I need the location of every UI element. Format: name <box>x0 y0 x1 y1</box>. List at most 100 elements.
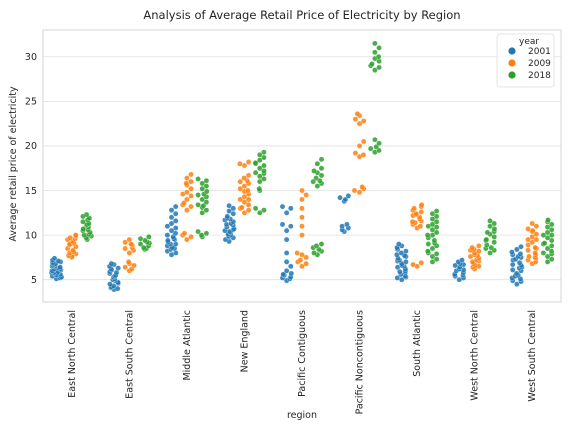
legend-marker-2018 <box>508 71 515 78</box>
data-point-2001 <box>165 238 170 243</box>
y-axis-label: Average retail price of electricity <box>8 86 19 242</box>
chart-title: Analysis of Average Retail Price of Elec… <box>143 8 460 22</box>
data-point-2001 <box>403 249 408 254</box>
data-point-2018 <box>432 238 437 243</box>
data-point-2018 <box>545 217 550 222</box>
data-point-2018 <box>319 166 324 171</box>
data-point-2018 <box>425 233 430 238</box>
y-tick-label: 5 <box>31 275 37 286</box>
x-tick-label: East South Central <box>124 310 135 399</box>
data-point-2018 <box>485 230 490 235</box>
data-point-2018 <box>138 241 143 246</box>
data-point-2001 <box>225 214 230 219</box>
data-point-2009 <box>526 254 531 259</box>
data-point-2001 <box>396 241 401 246</box>
data-point-2009 <box>360 184 365 189</box>
data-point-2009 <box>68 235 73 240</box>
data-point-2018 <box>372 50 377 55</box>
data-point-2018 <box>146 234 151 239</box>
data-point-2018 <box>368 146 373 151</box>
data-point-2018 <box>372 137 377 142</box>
data-point-2018 <box>484 242 489 247</box>
data-point-2018 <box>84 212 89 217</box>
data-point-2018 <box>204 178 209 183</box>
data-point-2018 <box>195 229 200 234</box>
data-point-2009 <box>123 265 128 270</box>
data-point-2018 <box>425 249 430 254</box>
data-point-2018 <box>80 219 85 224</box>
x-axis-label: region <box>287 410 317 421</box>
data-point-2009 <box>419 260 424 265</box>
data-point-2001 <box>288 264 293 269</box>
data-point-2018 <box>311 250 316 255</box>
data-point-2009 <box>123 246 128 251</box>
data-point-2001 <box>109 261 114 266</box>
data-point-2018 <box>311 168 316 173</box>
data-point-2001 <box>289 271 294 276</box>
legend-label: 2009 <box>528 59 551 69</box>
data-point-2009 <box>299 252 304 257</box>
y-tick-label: 10 <box>25 230 37 241</box>
data-point-2001 <box>284 228 289 233</box>
x-tick-label: Pacific Noncontiguous <box>355 310 366 414</box>
legend-label: 2001 <box>528 47 551 57</box>
data-point-2009 <box>353 150 358 155</box>
data-point-2001 <box>459 257 464 262</box>
data-point-2001 <box>284 268 289 273</box>
data-point-2018 <box>204 189 209 194</box>
data-point-2018 <box>319 241 324 246</box>
data-point-2001 <box>288 206 293 211</box>
data-point-2001 <box>165 233 170 238</box>
data-point-2009 <box>299 233 304 238</box>
data-point-2009 <box>299 206 304 211</box>
data-point-2009 <box>353 117 358 122</box>
data-point-2001 <box>510 267 515 272</box>
data-point-2009 <box>470 245 475 250</box>
data-point-2009 <box>418 224 423 229</box>
data-point-2018 <box>541 250 546 255</box>
data-point-2009 <box>241 175 246 180</box>
data-point-2009 <box>246 159 251 164</box>
data-point-2001 <box>57 265 62 270</box>
data-point-2001 <box>284 250 289 255</box>
data-point-2009 <box>357 143 362 148</box>
x-tick-label: Pacific Contiguous <box>297 310 308 397</box>
data-point-2009 <box>299 215 304 220</box>
data-point-2009 <box>246 208 251 213</box>
data-point-2001 <box>227 203 232 208</box>
data-point-2018 <box>542 241 547 246</box>
data-point-2018 <box>253 206 258 211</box>
data-point-2018 <box>261 208 266 213</box>
data-point-2018 <box>426 241 431 246</box>
data-point-2009 <box>525 226 530 231</box>
data-point-2001 <box>107 282 112 287</box>
data-point-2001 <box>280 204 285 209</box>
data-point-2009 <box>188 234 193 239</box>
data-point-2018 <box>319 157 324 162</box>
legend-title: year <box>519 37 539 47</box>
data-point-2009 <box>533 245 538 250</box>
data-point-2001 <box>346 193 351 198</box>
data-point-2001 <box>339 224 344 229</box>
data-point-2018 <box>549 243 554 248</box>
legend: year 2001 2009 2018 <box>497 34 554 87</box>
data-point-2018 <box>434 251 439 256</box>
data-point-2009 <box>410 262 415 267</box>
data-point-2009 <box>184 181 189 186</box>
data-point-2009 <box>188 179 193 184</box>
data-point-2018 <box>314 175 319 180</box>
data-point-2018 <box>376 45 381 50</box>
data-point-2009 <box>419 202 424 207</box>
data-point-2001 <box>509 249 514 254</box>
data-point-2009 <box>361 139 366 144</box>
x-tick-label: West South Central <box>527 310 538 402</box>
data-point-2001 <box>284 210 289 215</box>
data-point-2001 <box>288 224 293 229</box>
data-point-2018 <box>376 141 381 146</box>
data-point-2001 <box>284 237 289 242</box>
data-point-2009 <box>188 172 193 177</box>
data-point-2001 <box>344 222 349 227</box>
data-point-2009 <box>188 193 193 198</box>
data-point-2018 <box>314 243 319 248</box>
